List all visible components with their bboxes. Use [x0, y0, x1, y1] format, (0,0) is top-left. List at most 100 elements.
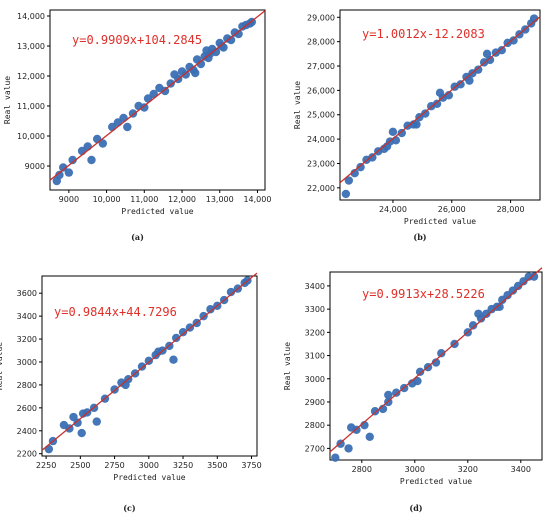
data-point	[73, 418, 82, 427]
data-point	[397, 128, 406, 138]
x-tick-label: 2800	[352, 465, 372, 474]
y-tick-label: 3200	[17, 335, 37, 344]
regression-equation: y=0.9844x+44.7296	[54, 305, 177, 319]
data-point	[474, 65, 483, 74]
data-point	[92, 417, 101, 426]
data-point	[140, 103, 149, 112]
data-point	[83, 142, 92, 151]
y-tick-label: 25,000	[307, 111, 335, 120]
data-point	[456, 80, 465, 89]
chart-panel: 9000 10,000 11,000 12,000 13,000 14,000 9000 10…	[3, 9, 271, 242]
y-tick-label: 2600	[17, 404, 37, 413]
data-point	[368, 153, 377, 162]
data-point	[415, 367, 425, 377]
data-point	[388, 127, 398, 136]
data-point	[344, 444, 353, 453]
data-point	[226, 287, 236, 297]
data-point	[391, 136, 401, 145]
data-point	[77, 428, 86, 438]
x-tick-label: 3400	[511, 465, 531, 474]
x-tick-label: 3000	[405, 465, 425, 474]
data-point	[468, 321, 478, 330]
data-point	[206, 305, 215, 314]
x-tick-label: 3250	[173, 461, 193, 470]
x-tick-label: 3000	[139, 461, 159, 470]
data-point	[482, 49, 492, 59]
y-tick-label: 14,000	[17, 12, 45, 21]
data-point	[356, 162, 365, 172]
data-point	[98, 139, 108, 148]
data-point	[495, 302, 504, 312]
y-tick-label: 2900	[305, 398, 325, 407]
data-point	[497, 45, 506, 55]
data-point	[226, 35, 236, 45]
panel-caption: (b)	[413, 232, 426, 242]
data-point	[437, 349, 446, 358]
y-tick-label: 13,000	[17, 42, 45, 51]
data-point	[347, 423, 356, 432]
data-point	[64, 168, 74, 177]
y-tick-label: 26,000	[307, 86, 335, 95]
y-tick-label: 3000	[305, 375, 325, 384]
plot-frame	[49, 9, 266, 191]
x-axis-label: Predicted value	[400, 477, 472, 486]
data-point	[128, 109, 138, 118]
y-tick-label: 27,000	[307, 62, 335, 71]
y-tick-label: 2400	[17, 427, 37, 436]
x-tick-label: 2750	[104, 461, 124, 470]
data-point	[412, 120, 421, 129]
fit-line	[339, 16, 541, 184]
x-axis-label: Predicted value	[404, 217, 476, 226]
y-tick-label: 3000	[17, 358, 37, 367]
y-tick-label: 3100	[305, 352, 325, 361]
y-tick-label: 11,000	[17, 102, 45, 111]
y-tick-label: 28,000	[307, 38, 335, 47]
x-tick-label: 12,000	[168, 195, 196, 204]
data-point	[123, 122, 132, 132]
data-point	[350, 169, 359, 178]
x-tick-label: 9000	[59, 195, 79, 204]
data-point	[421, 109, 430, 118]
y-axis-label: Real value	[293, 81, 302, 129]
data-point	[137, 362, 147, 371]
data-point	[509, 36, 518, 45]
x-tick-label: 11,000	[130, 195, 158, 204]
data-point	[344, 176, 354, 185]
plot-frame	[329, 271, 543, 461]
x-tick-label: 2250	[36, 461, 56, 470]
x-tick-label: 3200	[458, 465, 478, 474]
data-point	[181, 70, 190, 79]
x-tick-label: 3750	[241, 461, 261, 470]
data-point	[384, 390, 393, 400]
plot-frame	[339, 9, 541, 201]
data-point	[474, 309, 483, 318]
x-tick-label: 24,000	[379, 205, 407, 214]
fit-line	[41, 272, 258, 451]
data-point	[444, 91, 454, 100]
y-axis-label: Real value	[283, 342, 292, 390]
data-point	[55, 170, 64, 180]
data-point	[196, 59, 206, 69]
y-tick-label: 2700	[305, 444, 325, 453]
data-point	[87, 155, 96, 165]
regression-equation: y=0.9909x+104.2845	[72, 33, 202, 47]
data-point	[119, 113, 128, 123]
panel-caption: (c)	[123, 503, 136, 513]
y-tick-label: 3400	[305, 282, 325, 291]
panel-caption: (d)	[409, 503, 422, 513]
data-point	[392, 388, 401, 397]
data-point	[178, 327, 188, 337]
x-tick-label: 2500	[70, 461, 90, 470]
y-tick-label: 12,000	[17, 72, 45, 81]
x-tick-label: 28,000	[497, 205, 525, 214]
data-point	[44, 444, 54, 454]
data-point	[160, 86, 170, 96]
data-point	[191, 68, 200, 78]
x-axis-label: Predicted value	[121, 207, 193, 216]
y-tick-label: 2800	[305, 421, 325, 430]
data-point	[413, 376, 422, 386]
y-tick-label: 29,000	[307, 13, 335, 22]
plot-frame	[41, 275, 258, 457]
regression-equation: y=1.0012x-12.2083	[362, 27, 485, 41]
data-point	[169, 355, 178, 364]
